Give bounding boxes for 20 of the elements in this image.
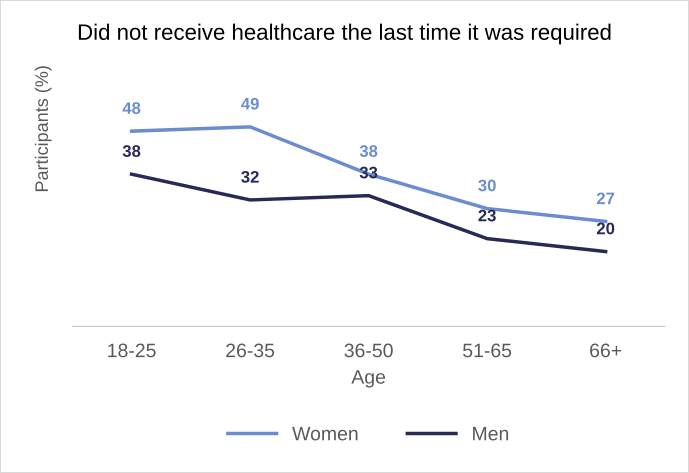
data-label: 20 xyxy=(596,222,614,234)
data-label: 49 xyxy=(241,98,259,110)
data-label: 30 xyxy=(478,180,496,192)
x-tick-label: 18-25 xyxy=(108,344,156,358)
legend-label: Women xyxy=(292,426,358,440)
x-tick-label: 26-35 xyxy=(226,344,274,358)
x-axis-title: Age xyxy=(351,370,386,388)
data-label: 33 xyxy=(360,166,378,178)
data-label: 27 xyxy=(596,192,614,204)
data-label: 23 xyxy=(478,210,496,222)
data-label: 38 xyxy=(360,145,378,157)
legend-label: Men xyxy=(473,426,508,440)
data-label: 38 xyxy=(122,145,140,157)
x-tick-label: 66+ xyxy=(590,344,622,358)
x-tick-label: 36-50 xyxy=(344,344,393,358)
y-axis-title: Participants (%) xyxy=(34,66,52,192)
x-tick-label: 51-65 xyxy=(463,344,512,358)
data-label: 32 xyxy=(241,170,259,183)
data-label: 48 xyxy=(122,102,140,114)
chart-title: Did not receive healthcare the last time it was required xyxy=(78,24,610,44)
